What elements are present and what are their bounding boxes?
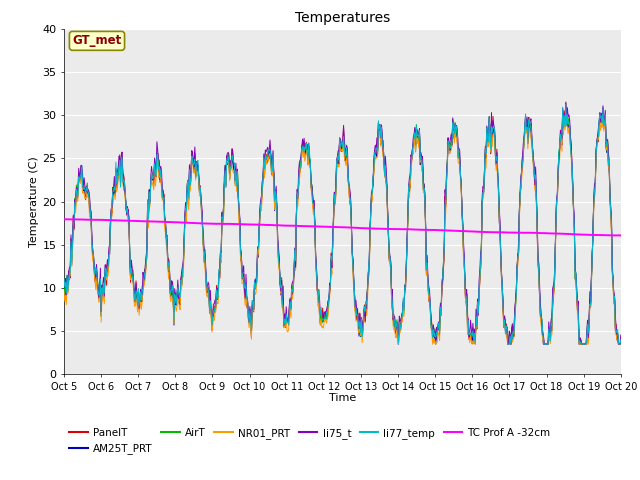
Y-axis label: Temperature (C): Temperature (C) — [29, 156, 40, 247]
Text: GT_met: GT_met — [72, 35, 122, 48]
Title: Temperatures: Temperatures — [295, 11, 390, 25]
Legend: PanelT, AM25T_PRT, AirT, NR01_PRT, li75_t, li77_temp, TC Prof A -32cm: PanelT, AM25T_PRT, AirT, NR01_PRT, li75_… — [69, 428, 550, 454]
X-axis label: Time: Time — [329, 394, 356, 403]
